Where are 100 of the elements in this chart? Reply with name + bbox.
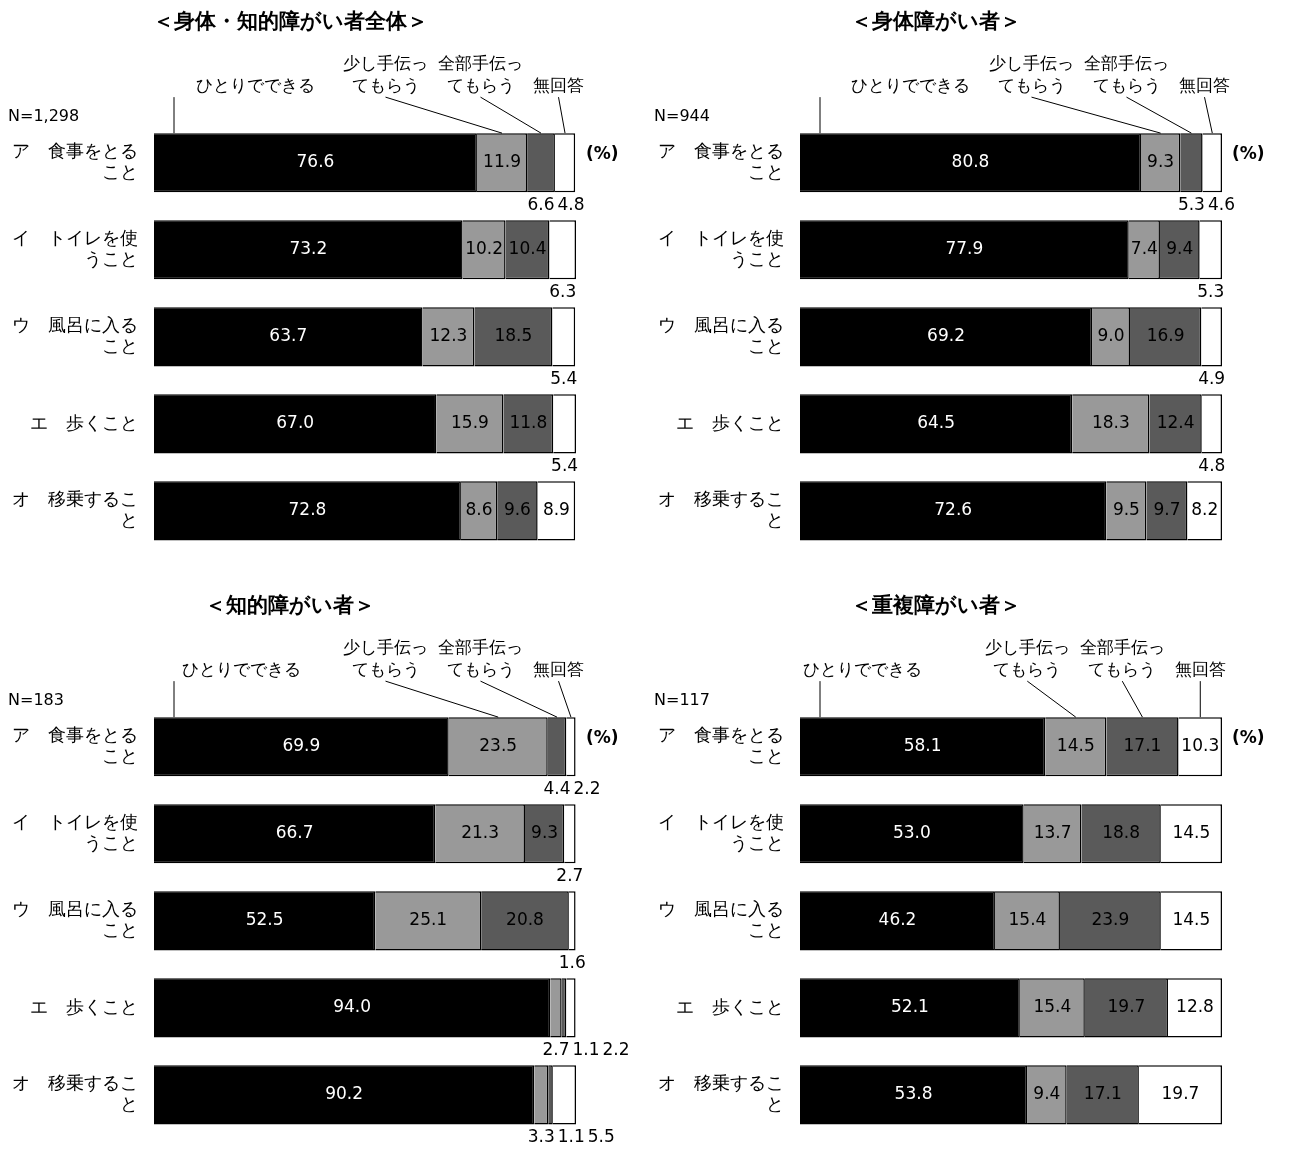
text: 少し手伝ってもらう [984, 637, 1070, 680]
y-tick-label: イ トイレを使うこと [12, 810, 138, 854]
data-label: 18.3 [1091, 412, 1130, 433]
text: 全部手伝ってもらう [1079, 637, 1165, 680]
data-label: 10.3 [1181, 735, 1220, 756]
data-label: 9.7 [1153, 499, 1181, 520]
data-label: 14.5 [1056, 735, 1095, 756]
data-label: 9.5 [1112, 499, 1140, 520]
data-label: 21.3 [461, 822, 500, 843]
data-label: 5.4 [551, 454, 579, 475]
text: (%) [586, 143, 619, 164]
data-label: 18.8 [1102, 822, 1141, 843]
data-label: 46.2 [878, 909, 917, 930]
data-label: 9.3 [1147, 151, 1175, 172]
text: 少し手伝ってもらう [989, 53, 1074, 96]
data-label: 4.9 [1198, 367, 1226, 388]
y-tick-label: イ トイレを使うこと [658, 226, 784, 270]
data-label: 69.9 [282, 735, 321, 756]
data-label: 1.1 [572, 1038, 600, 1059]
data-label: 90.2 [325, 1083, 364, 1104]
data-label: 5.4 [550, 367, 578, 388]
data-label: 11.9 [483, 151, 521, 172]
text: 無回答 [533, 659, 584, 680]
y-tick-label: エ 歩くこと [676, 411, 784, 433]
data-label: 19.7 [1161, 1083, 1200, 1104]
data-label: 18.5 [494, 325, 533, 346]
data-label: 6.6 [527, 193, 555, 214]
y-tick-label: ア 食事をとること [658, 723, 784, 767]
data-label: 1.6 [558, 951, 586, 972]
y-tick-label: エ 歩くこと [30, 411, 138, 433]
data-label: 12.8 [1176, 996, 1214, 1017]
text: N=944 [654, 106, 710, 126]
data-label: 9.4 [1033, 1083, 1061, 1104]
data-label: 15.4 [1008, 909, 1047, 930]
data-label: 67.0 [276, 412, 315, 433]
text: (%) [1232, 143, 1265, 164]
data-label: 23.9 [1091, 909, 1130, 930]
y-tick-label: オ 移乗すること [658, 487, 784, 531]
text: ひとりでできる [195, 75, 315, 96]
data-label: 14.5 [1172, 909, 1211, 930]
chart-title: ＜重複障がい者＞ [851, 593, 1021, 618]
data-label: 14.5 [1172, 822, 1211, 843]
y-tick-label: エ 歩くこと [676, 995, 784, 1017]
data-label: 52.5 [245, 909, 284, 930]
text: ひとりでできる [181, 659, 301, 680]
y-tick-label: ウ 風呂に入ること [12, 313, 138, 357]
data-label: 4.6 [1207, 193, 1235, 214]
y-tick-label: ア 食事をとること [12, 139, 138, 183]
data-label: 20.8 [506, 909, 544, 930]
y-tick-label: ウ 風呂に入ること [658, 313, 784, 357]
y-tick-label: オ 移乗すること [12, 487, 138, 531]
data-label: 58.1 [903, 735, 942, 756]
data-label: 76.6 [296, 151, 335, 172]
data-label: 9.4 [1166, 238, 1194, 259]
data-label: 72.6 [934, 499, 973, 520]
data-label: 52.1 [891, 996, 929, 1017]
data-label: 9.0 [1097, 325, 1125, 346]
text: 全部手伝ってもらう [438, 637, 523, 680]
chart-title: ＜身体・知的障がい者全体＞ [152, 9, 428, 34]
y-tick-label: オ 移乗すること [12, 1071, 138, 1115]
data-label: 80.8 [951, 151, 990, 172]
data-label: 2.7 [542, 1038, 570, 1059]
data-label: 2.2 [573, 777, 601, 798]
text: 無回答 [1174, 659, 1226, 680]
data-label: 19.7 [1107, 996, 1146, 1017]
data-label: 94.0 [333, 996, 372, 1017]
data-label: 12.3 [429, 325, 468, 346]
text: (%) [586, 727, 619, 748]
data-label: 17.1 [1123, 735, 1162, 756]
data-label: 5.5 [587, 1125, 615, 1146]
y-tick-label: ウ 風呂に入ること [658, 897, 784, 941]
y-tick-label: エ 歩くこと [30, 995, 138, 1017]
data-label: 2.2 [602, 1038, 630, 1059]
text: ひとりでできる [803, 659, 923, 680]
text: ひとりでできる [850, 75, 970, 96]
data-label: 8.2 [1191, 499, 1219, 520]
text: 少し手伝ってもらう [343, 637, 428, 680]
data-label: 53.8 [894, 1083, 933, 1104]
text: 全部手伝ってもらう [438, 53, 523, 96]
data-label: 8.6 [465, 499, 493, 520]
data-label: 64.5 [917, 412, 956, 433]
data-label: 15.9 [451, 412, 489, 433]
data-label: 12.4 [1156, 412, 1195, 433]
data-label: 15.4 [1033, 996, 1072, 1017]
chart-title: ＜知的障がい者＞ [205, 593, 375, 618]
data-label: 9.3 [531, 822, 559, 843]
data-label: 10.4 [508, 238, 547, 259]
data-label: 5.3 [1197, 280, 1225, 301]
text: 全部手伝ってもらう [1084, 53, 1169, 96]
data-label: 11.8 [509, 412, 548, 433]
text: 少し手伝ってもらう [343, 53, 428, 96]
text: N=117 [654, 690, 710, 710]
data-label: 73.2 [289, 238, 328, 259]
data-label: 77.9 [945, 238, 984, 259]
data-label: 10.2 [465, 238, 504, 259]
data-label: 7.4 [1130, 238, 1158, 259]
data-label: 25.1 [409, 909, 448, 930]
data-label: 53.0 [892, 822, 931, 843]
data-label: 3.3 [527, 1125, 555, 1146]
data-label: 9.6 [503, 499, 531, 520]
